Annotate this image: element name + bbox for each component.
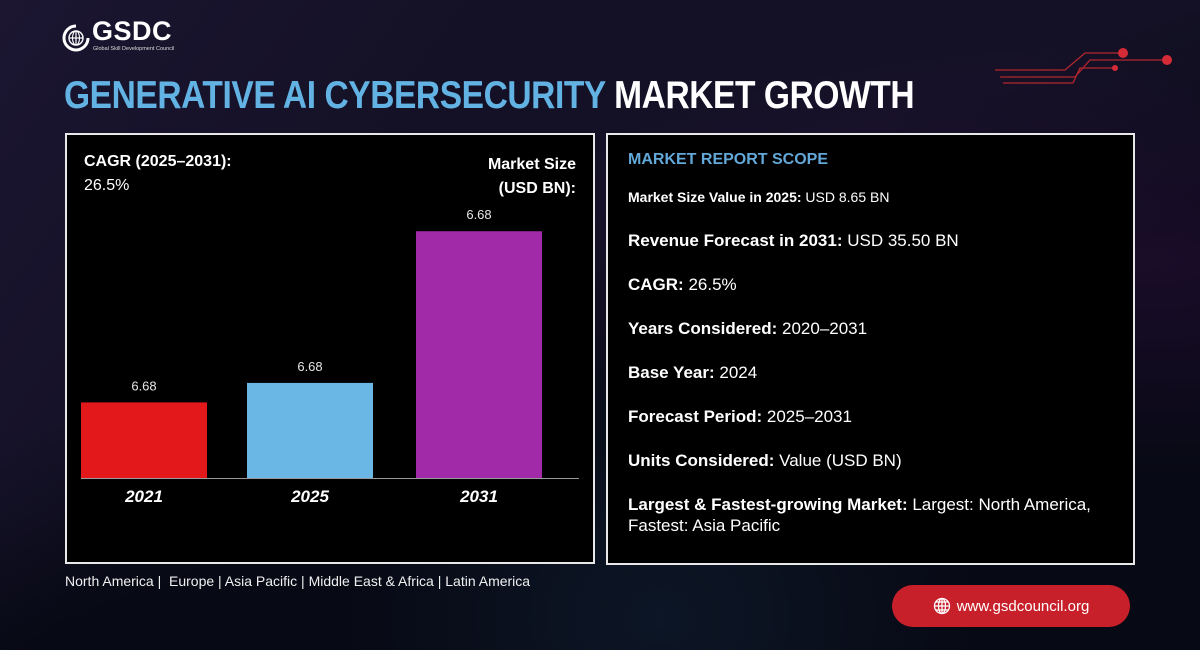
gsdc-logo: GSDC Global Skill Development Council [62, 16, 192, 58]
scope-item-label: Base Year: [628, 363, 715, 382]
scope-item: Forecast Period: 2025–2031 [628, 406, 1118, 427]
data-label-2031: 6.68 [466, 207, 491, 222]
title-plain: MARKET GROWTH [614, 74, 915, 117]
data-label-2021: 6.68 [131, 378, 156, 393]
scope-item-label: Largest & Fastest-growing Market: [628, 495, 908, 514]
scope-item: Years Considered: 2020–2031 [628, 318, 1118, 339]
report-scope-panel: MARKET REPORT SCOPE Market Size Value in… [606, 133, 1135, 565]
scope-item: Market Size Value in 2025: USD 8.65 BN [628, 187, 1118, 208]
scope-item: Largest & Fastest-growing Market: Larges… [628, 494, 1118, 536]
regions-list: North America | Europe | Asia Pacific | … [65, 573, 531, 589]
scope-item-value: 26.5% [683, 275, 737, 294]
bar-2021 [81, 402, 207, 478]
scope-item-label: Revenue Forecast in 2031: [628, 231, 843, 250]
cagr-label: CAGR (2025–2031): [84, 153, 232, 170]
scope-item-value: 2025–2031 [762, 407, 852, 426]
website-link-button[interactable]: www.gsdcouncil.org [892, 585, 1130, 627]
circuit-lines-icon [995, 48, 1172, 84]
x-tick-label-2025: 2025 [290, 487, 329, 506]
scope-item: Revenue Forecast in 2031: USD 35.50 BN [628, 230, 1118, 251]
scope-item-value: USD 35.50 BN [842, 231, 959, 250]
market-size-label: Market Size (USD BN): [488, 153, 576, 201]
scope-item-value: 2020–2031 [777, 319, 868, 338]
page-title: GENERATIVE AI CYBERSECURITY MARKET GROWT… [64, 74, 915, 118]
bar-chart: 6.68 2021 6.68 2025 6.68 2031 [81, 207, 579, 506]
scope-item-label: Forecast Period: [628, 407, 763, 426]
market-size-label-line1: Market Size [487, 156, 576, 173]
market-size-label-line2: (USD BN): [498, 180, 576, 197]
scope-item-value: Largest: North America, Fastest: Asia Pa… [628, 495, 1091, 535]
logo-wordmark: GSDC [92, 16, 173, 46]
title-accent: GENERATIVE AI CYBERSECURITY [64, 74, 606, 117]
scope-item-value: USD 8.65 BN [801, 189, 890, 205]
bar-2025 [247, 382, 373, 478]
x-tick-label-2021: 2021 [124, 487, 163, 506]
scope-item-label: Units Considered: [628, 451, 775, 470]
logo-tagline: Global Skill Development Council [93, 46, 175, 52]
scope-item-label: Market Size Value in 2025: [628, 189, 802, 205]
globe-logo-icon [62, 24, 90, 52]
scope-item: CAGR: 26.5% [628, 274, 1118, 295]
globe-icon [933, 597, 950, 615]
scope-title: MARKET REPORT SCOPE [628, 151, 829, 168]
chart-panel: 6.68 2021 6.68 2025 6.68 2031 CAGR (2025–2031… [65, 133, 595, 564]
scope-item-value: Value (USD BN) [774, 451, 902, 470]
data-label-2025: 6.68 [297, 359, 322, 374]
scope-item-value: 2024 [714, 363, 758, 382]
website-url[interactable]: www.gsdcouncil.org [956, 597, 1090, 615]
scope-item: Units Considered: Value (USD BN) [628, 450, 1118, 471]
x-tick-label-2031: 2031 [459, 487, 498, 506]
cagr-value: 26.5% [84, 177, 130, 194]
scope-list: Market Size Value in 2025: USD 8.65 BN Re… [628, 187, 1118, 559]
scope-item-label: CAGR: [628, 275, 684, 294]
scope-item: Base Year: 2024 [628, 362, 1118, 383]
scope-item-label: Years Considered: [628, 319, 778, 338]
bar-2031 [416, 231, 542, 478]
